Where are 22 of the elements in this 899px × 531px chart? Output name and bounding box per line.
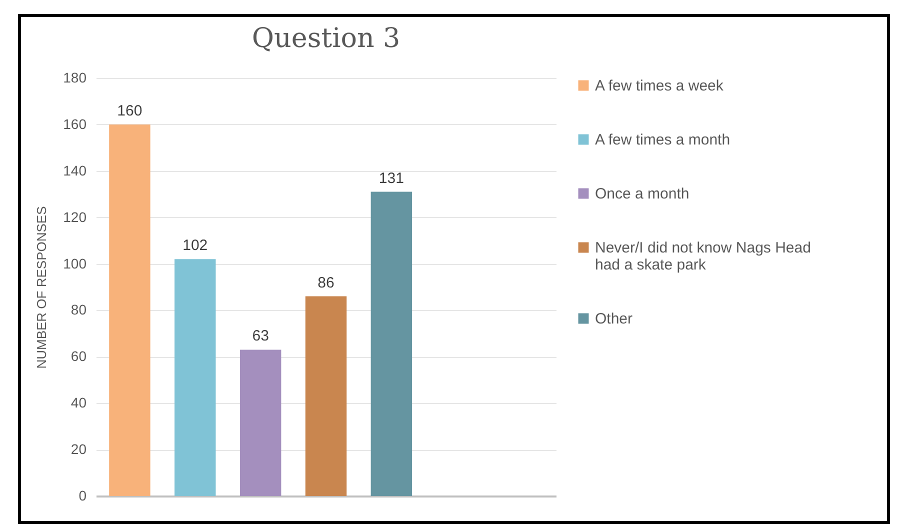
y-tick-label: 140 [63,162,87,178]
y-tick-label: 0 [78,488,87,504]
legend-label: Never/I did not know Nags Head had a skate park [595,240,811,274]
y-tick-label: 40 [70,394,87,411]
y-tick-label: 60 [70,348,87,364]
y-tick-label: 80 [70,302,87,318]
y-tick-label: 100 [63,255,87,272]
legend-label: A few times a week [595,78,724,94]
y-tick-label: 20 [70,441,87,458]
data-label: 86 [318,274,334,292]
data-label: 160 [117,102,142,120]
y-tick-label: 120 [63,208,87,225]
y-tick-label: 160 [63,116,87,132]
legend-label: Other [595,310,633,328]
data-label: 102 [182,237,208,254]
data-label: 131 [378,170,404,187]
y-tick-label: 180 [63,70,87,86]
legend-label: A few times a month [595,132,730,148]
legend-label: Once a month [595,186,690,202]
data-label: 63 [252,328,269,345]
chart-title: Question 3 [252,23,400,54]
y-axis-title: NUMBER OF RESPONSES [34,206,50,369]
